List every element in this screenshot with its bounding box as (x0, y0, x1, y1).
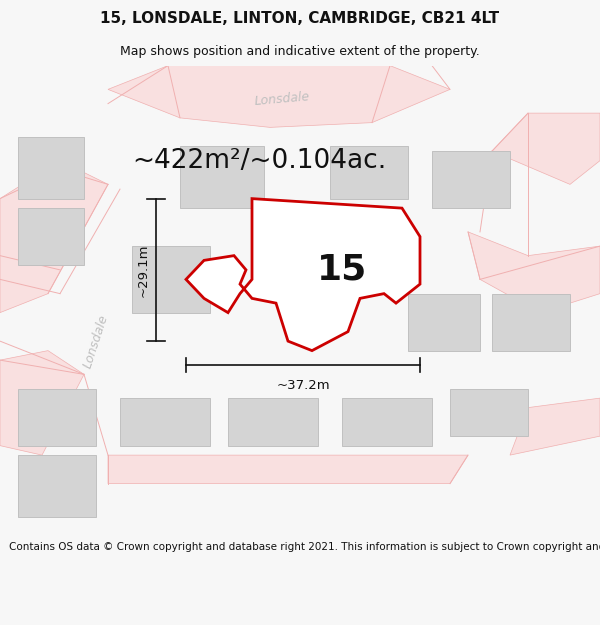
Polygon shape (0, 161, 108, 312)
Polygon shape (120, 398, 210, 446)
Polygon shape (408, 294, 480, 351)
Polygon shape (468, 232, 600, 312)
Polygon shape (18, 389, 96, 446)
Polygon shape (132, 246, 210, 312)
Polygon shape (0, 351, 84, 455)
Polygon shape (186, 199, 420, 351)
Text: Lonsdale: Lonsdale (81, 312, 111, 369)
Text: Contains OS data © Crown copyright and database right 2021. This information is : Contains OS data © Crown copyright and d… (9, 542, 600, 552)
Polygon shape (492, 294, 570, 351)
Text: Lonsdale: Lonsdale (254, 90, 310, 108)
Polygon shape (450, 389, 528, 436)
Text: ~37.2m: ~37.2m (276, 379, 330, 392)
Polygon shape (228, 398, 318, 446)
Polygon shape (342, 398, 432, 446)
Polygon shape (510, 398, 600, 455)
Polygon shape (18, 455, 96, 517)
Polygon shape (108, 455, 468, 484)
Text: ~422m²/~0.104ac.: ~422m²/~0.104ac. (132, 148, 386, 174)
Text: 15, LONSDALE, LINTON, CAMBRIDGE, CB21 4LT: 15, LONSDALE, LINTON, CAMBRIDGE, CB21 4L… (100, 11, 500, 26)
Polygon shape (330, 146, 408, 199)
Polygon shape (108, 66, 450, 128)
Polygon shape (492, 113, 600, 184)
Text: Map shows position and indicative extent of the property.: Map shows position and indicative extent… (120, 45, 480, 58)
Polygon shape (18, 137, 84, 199)
Polygon shape (180, 146, 264, 208)
Polygon shape (432, 151, 510, 208)
Text: ~29.1m: ~29.1m (137, 243, 150, 297)
Polygon shape (18, 208, 84, 265)
Text: 15: 15 (317, 253, 367, 287)
